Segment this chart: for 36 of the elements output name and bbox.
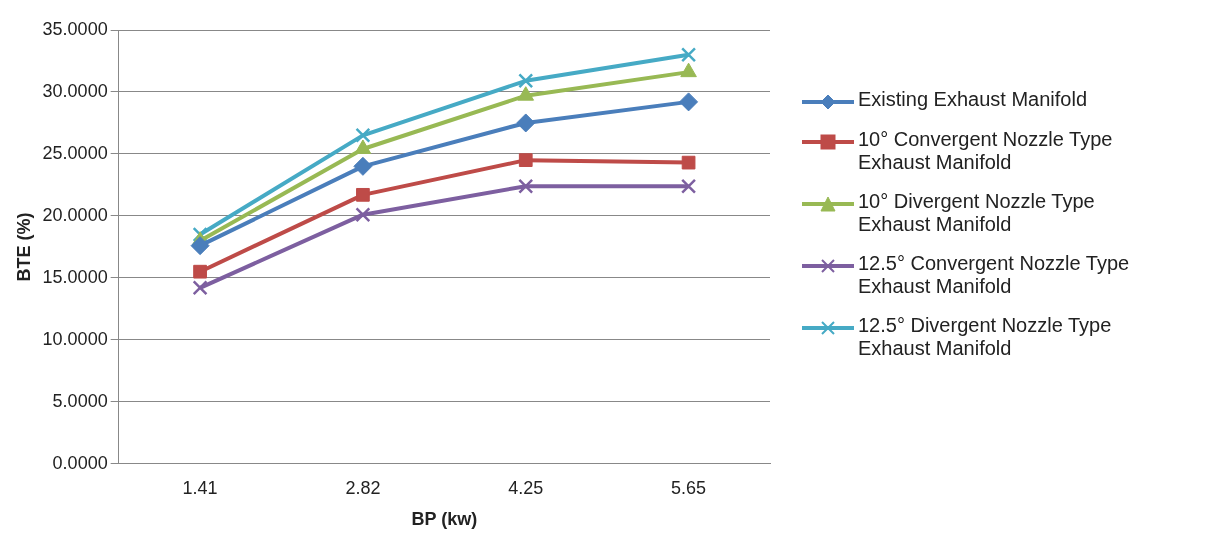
- x-axis-title: BP (kw): [411, 509, 478, 530]
- point: [356, 187, 370, 202]
- point: [518, 73, 534, 89]
- point: [680, 178, 697, 194]
- point: [190, 236, 210, 256]
- y-tick-label: 25.0000: [42, 142, 108, 163]
- x-tick-label: 4.25: [508, 477, 544, 498]
- point: [680, 47, 697, 63]
- y-tick-label: 5.0000: [52, 390, 108, 411]
- legend-label: 12.5° Divergent Nozzle Type Exhaust Manifold: [858, 314, 1113, 360]
- point: [518, 178, 534, 194]
- point: [681, 155, 696, 170]
- point: [353, 156, 373, 176]
- point: [518, 153, 533, 167]
- legend-label: Existing Exhaust Manifold: [858, 88, 1088, 111]
- y-tick-label: 15.0000: [42, 266, 108, 287]
- point: [517, 86, 535, 101]
- y-tick-label: 35.0000: [42, 18, 108, 39]
- point: [355, 127, 371, 143]
- y-axis-title: BTE (%): [13, 212, 34, 282]
- x-tick-label: 1.41: [182, 477, 218, 498]
- x-tick-label: 5.65: [671, 477, 707, 498]
- y-tick-label: 0.0000: [52, 452, 108, 473]
- point: [192, 280, 208, 296]
- x-tick-label: 2.82: [345, 477, 381, 498]
- y-tick-label: 30.0000: [42, 80, 108, 101]
- y-tick-label: 20.0000: [42, 204, 108, 225]
- point: [516, 113, 536, 133]
- point: [193, 264, 207, 279]
- point: [680, 62, 697, 78]
- legend-label: 12.5° Convergent Nozzle Type Exhaust Manifold: [858, 252, 1131, 298]
- point: [679, 92, 699, 112]
- legend-label: 10° Convergent Nozzle Type Exhaust Manifold: [858, 128, 1114, 174]
- point: [355, 207, 371, 223]
- legend-label: 10° Divergent Nozzle Type Exhaust Manifold: [858, 190, 1096, 236]
- y-tick-label: 10.0000: [42, 328, 108, 349]
